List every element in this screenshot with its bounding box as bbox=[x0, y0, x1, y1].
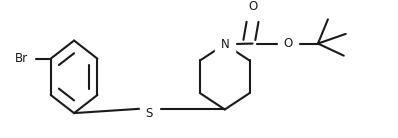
Text: Br: Br bbox=[15, 52, 28, 65]
Text: N: N bbox=[220, 38, 229, 51]
Text: S: S bbox=[146, 107, 153, 120]
Text: O: O bbox=[249, 0, 258, 13]
Text: O: O bbox=[284, 37, 293, 50]
